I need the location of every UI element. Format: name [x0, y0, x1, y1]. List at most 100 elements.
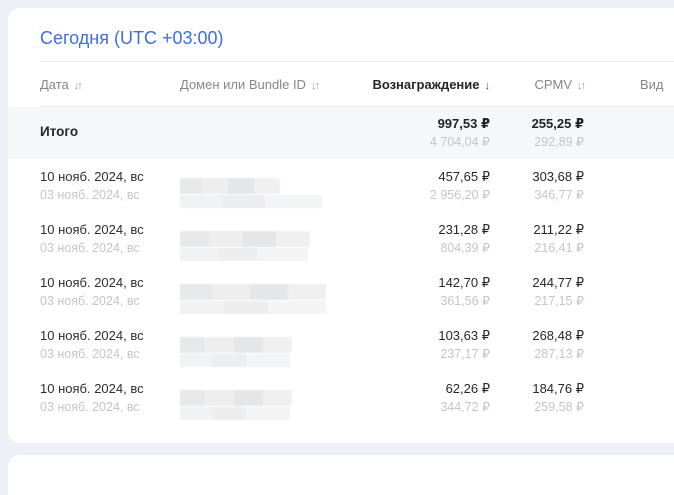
column-header-reward[interactable]: Вознаграждение ↓ [360, 77, 490, 92]
cpmv-cell: 244,77 ₽ 217,15 ₽ [490, 265, 584, 318]
date-cell: 10 нояб. 2024, вс 03 нояб. 2024, вс [40, 159, 180, 212]
sort-desc-icon[interactable]: ↓ [484, 79, 491, 92]
domain-cell [180, 371, 360, 424]
table-row: 10 нояб. 2024, вс 03 нояб. 2024, вс 103,… [8, 318, 674, 371]
cpmv-secondary: 346,77 ₽ [534, 188, 584, 202]
today-report-card: Сегодня (UTC +03:00) Дата ↓↑ Домен или Bu… [8, 8, 674, 443]
reward-value: 62,26 ₽ [445, 381, 490, 396]
redacted-domain [180, 231, 360, 261]
date-value: 10 нояб. 2024, вс [40, 328, 144, 343]
column-header-domain[interactable]: Домен или Bundle ID ↓↑ [180, 77, 360, 92]
reward-cell: 231,28 ₽ 804,39 ₽ [360, 212, 490, 265]
domain-cell [180, 159, 360, 212]
cpmv-value: 303,68 ₽ [532, 169, 584, 184]
date-cell: 10 нояб. 2024, вс 03 нояб. 2024, вс [40, 265, 180, 318]
views-cell [584, 265, 674, 318]
date-secondary: 03 нояб. 2024, вс [40, 188, 140, 202]
date-value: 10 нояб. 2024, вс [40, 381, 144, 396]
redacted-domain [180, 178, 360, 208]
redacted-domain-line [180, 407, 290, 420]
table-row: 10 нояб. 2024, вс 03 нояб. 2024, вс 142,… [8, 265, 674, 318]
redacted-domain-line [180, 390, 292, 406]
cpmv-secondary: 259,58 ₽ [534, 400, 584, 414]
redacted-domain-line [180, 337, 292, 353]
reward-secondary: 361,56 ₽ [440, 294, 490, 308]
redacted-domain-line [180, 195, 322, 208]
cpmv-value: 244,77 ₽ [532, 275, 584, 290]
totals-reward-value: 997,53 ₽ [437, 116, 490, 131]
column-header-views[interactable]: Вид [584, 77, 674, 92]
views-cell [584, 371, 674, 424]
sort-both-icon[interactable]: ↓↑ [310, 79, 320, 92]
domain-cell [180, 318, 360, 371]
cpmv-cell: 184,76 ₽ 259,58 ₽ [490, 371, 584, 424]
views-cell [584, 212, 674, 265]
cpmv-cell: 303,68 ₽ 346,77 ₽ [490, 159, 584, 212]
cpmv-cell: 211,22 ₽ 216,41 ₽ [490, 212, 584, 265]
column-header-views-label: Вид [640, 76, 664, 92]
views-cell [584, 159, 674, 212]
date-value: 10 нояб. 2024, вс [40, 275, 144, 290]
date-secondary: 03 нояб. 2024, вс [40, 241, 140, 255]
reward-cell: 62,26 ₽ 344,72 ₽ [360, 371, 490, 424]
cpmv-value: 184,76 ₽ [532, 381, 584, 396]
reward-secondary: 2 956,20 ₽ [429, 188, 490, 202]
card-title: Сегодня (UTC +03:00) [40, 28, 224, 48]
column-header-cpmv[interactable]: CPMV ↓↑ [490, 76, 586, 92]
date-secondary: 03 нояб. 2024, вс [40, 294, 140, 308]
cpmv-secondary: 287,13 ₽ [534, 347, 584, 361]
totals-views-cell [584, 107, 674, 159]
date-cell: 10 нояб. 2024, вс 03 нояб. 2024, вс [40, 371, 180, 424]
domain-cell [180, 265, 360, 318]
redacted-domain [180, 284, 360, 314]
redacted-domain-line [180, 231, 310, 247]
table-row: 10 нояб. 2024, вс 03 нояб. 2024, вс 457,… [8, 159, 674, 212]
redacted-domain-line [180, 178, 280, 194]
cpmv-value: 268,48 ₽ [532, 328, 584, 343]
date-cell: 10 нояб. 2024, вс 03 нояб. 2024, вс [40, 318, 180, 371]
date-secondary: 03 нояб. 2024, вс [40, 347, 140, 361]
table-header-row: Дата ↓↑ Домен или Bundle ID ↓↑ Вознагражде… [40, 61, 674, 107]
column-header-domain-label: Домен или Bundle ID [180, 76, 306, 92]
totals-cpmv-value: 255,25 ₽ [531, 116, 584, 131]
cpmv-cell: 268,48 ₽ 287,13 ₽ [490, 318, 584, 371]
next-section-card [8, 455, 674, 495]
column-header-date-label: Дата [40, 76, 69, 92]
views-cell [584, 318, 674, 371]
totals-reward-cell: 997,53 ₽ 4 704,04 ₽ [360, 107, 490, 159]
reward-secondary: 237,17 ₽ [440, 347, 490, 361]
totals-domain-cell [180, 107, 360, 159]
cpmv-secondary: 216,41 ₽ [534, 241, 584, 255]
redacted-domain-line [180, 301, 326, 314]
table-row: 10 нояб. 2024, вс 03 нояб. 2024, вс 231,… [8, 212, 674, 265]
cpmv-secondary: 217,15 ₽ [534, 294, 584, 308]
reward-value: 231,28 ₽ [438, 222, 490, 237]
totals-reward-secondary: 4 704,04 ₽ [429, 135, 490, 149]
redacted-domain-line [180, 284, 326, 300]
column-header-cpmv-label: CPMV [534, 76, 572, 92]
sort-both-icon[interactable]: ↓↑ [577, 79, 586, 92]
totals-row: Итого 997,53 ₽ 4 704,04 ₽ 255,25 ₽ 292,8… [8, 107, 674, 159]
redacted-domain-line [180, 248, 308, 261]
reward-secondary: 344,72 ₽ [440, 400, 490, 414]
date-value: 10 нояб. 2024, вс [40, 222, 144, 237]
reward-secondary: 804,39 ₽ [440, 241, 490, 255]
column-header-reward-label: Вознаграждение [372, 76, 480, 92]
redacted-domain-line [180, 354, 290, 367]
redacted-domain [180, 390, 360, 420]
reward-cell: 457,65 ₽ 2 956,20 ₽ [360, 159, 490, 212]
totals-label: Итого [40, 124, 79, 139]
cpmv-value: 211,22 ₽ [533, 222, 584, 237]
reward-value: 457,65 ₽ [438, 169, 490, 184]
date-cell: 10 нояб. 2024, вс 03 нояб. 2024, вс [40, 212, 180, 265]
sort-both-icon[interactable]: ↓↑ [73, 79, 83, 92]
date-value: 10 нояб. 2024, вс [40, 169, 144, 184]
reward-cell: 142,70 ₽ 361,56 ₽ [360, 265, 490, 318]
totals-cpmv-secondary: 292,89 ₽ [534, 135, 584, 149]
reward-value: 103,63 ₽ [438, 328, 490, 343]
totals-cpmv-cell: 255,25 ₽ 292,89 ₽ [490, 107, 584, 159]
date-secondary: 03 нояб. 2024, вс [40, 400, 140, 414]
column-header-date[interactable]: Дата ↓↑ [40, 77, 180, 92]
reward-cell: 103,63 ₽ 237,17 ₽ [360, 318, 490, 371]
redacted-domain [180, 337, 360, 367]
